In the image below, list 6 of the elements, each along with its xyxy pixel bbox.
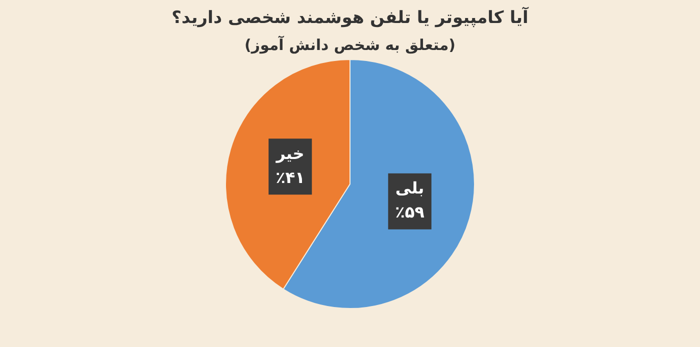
- data-label: ٪۴۱: [276, 168, 305, 187]
- chart-subtitle: (متعلق به شخص دانش آموز): [243, 36, 457, 54]
- slice-label: خیر: [275, 144, 304, 163]
- chart-title: آیا کامپیوتر یا تلفن هوشمند شخصی دارید؟: [170, 6, 530, 28]
- data-label: ٪۵۹: [395, 202, 425, 222]
- slice-label: بلی: [395, 178, 424, 198]
